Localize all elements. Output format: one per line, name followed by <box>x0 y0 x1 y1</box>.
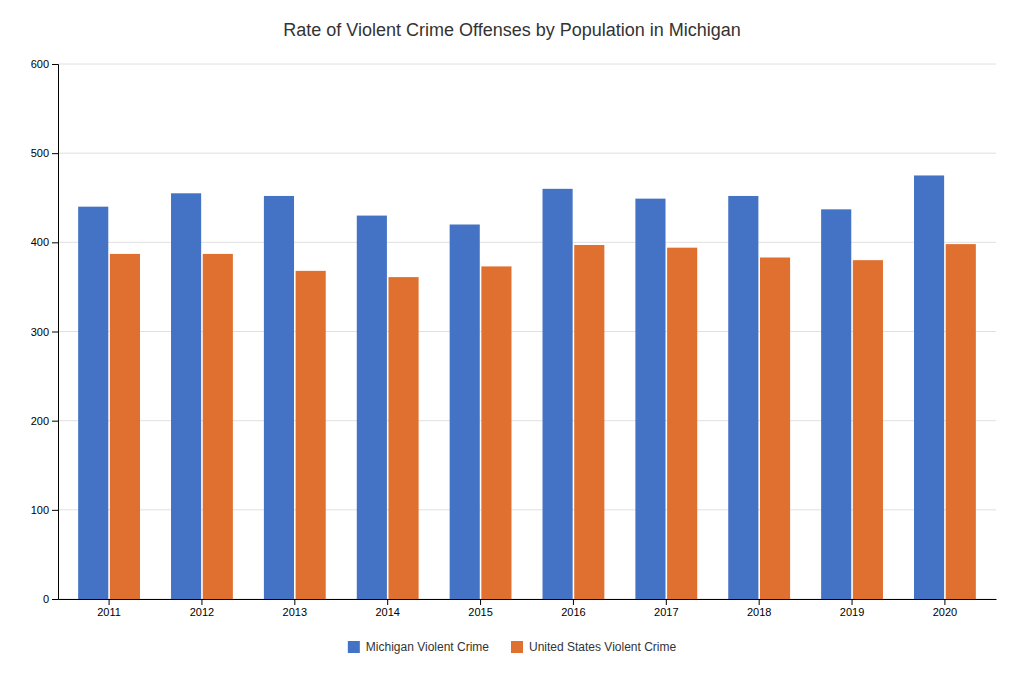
bar-series <box>110 244 976 599</box>
axis-domain <box>59 599 997 600</box>
bar <box>264 196 294 599</box>
tick-mark <box>52 421 58 422</box>
tick-label: 2011 <box>97 606 121 618</box>
x-tick: 2019 <box>840 599 864 618</box>
tick-mark <box>573 599 574 605</box>
tick-mark <box>52 153 58 154</box>
y-axis: 0 100 200 300 400 500 600 <box>31 58 59 605</box>
legend-item: Michigan Violent Crime <box>348 640 489 654</box>
y-tick: 500 <box>31 147 58 159</box>
bar <box>296 271 326 599</box>
bar <box>450 225 480 600</box>
x-tick: 2011 <box>97 599 121 618</box>
tick-mark <box>387 599 388 605</box>
bar <box>760 257 790 599</box>
x-tick: 2012 <box>190 599 214 618</box>
y-tick: 300 <box>31 326 58 338</box>
tick-label: 2019 <box>840 606 864 618</box>
title: Rate of Violent Crime Offenses by Popula… <box>283 20 741 40</box>
tick-mark <box>759 599 760 605</box>
legend-label: United States Violent Crime <box>529 640 677 654</box>
tick-mark <box>201 599 202 605</box>
tick-label: 2014 <box>375 606 399 618</box>
bar <box>357 216 387 599</box>
tick-label: 400 <box>31 236 49 248</box>
legend-item: United States Violent Crime <box>511 640 677 654</box>
tick-label: 600 <box>31 58 49 70</box>
bar <box>171 193 201 599</box>
plot: 0100200300400500600201120122013201420152… <box>31 58 997 618</box>
legend: Michigan Violent Crime United States Viol… <box>348 640 677 654</box>
tick-mark <box>52 332 58 333</box>
tick-mark <box>109 599 110 605</box>
tick-mark <box>52 599 58 600</box>
bar <box>78 207 108 599</box>
tick-label: 2020 <box>933 606 957 618</box>
tick-label: 2013 <box>283 606 307 618</box>
grid-line <box>58 153 996 154</box>
grid-line <box>58 64 996 65</box>
bar <box>110 254 140 599</box>
tick-label: 200 <box>31 415 49 427</box>
tick-mark <box>852 599 853 605</box>
bar <box>914 175 944 599</box>
bar <box>946 244 976 599</box>
bar-series <box>78 175 944 599</box>
y-tick: 400 <box>31 236 58 248</box>
grid <box>58 64 996 599</box>
x-tick: 2020 <box>933 599 957 618</box>
tick-label: 2017 <box>654 606 678 618</box>
bar <box>821 209 851 599</box>
tick-mark <box>52 510 58 511</box>
chart: Rate of Violent Crime Offenses by Popula… <box>0 0 1024 683</box>
x-tick: 2018 <box>747 599 771 618</box>
bar <box>543 189 573 599</box>
bar <box>388 277 418 599</box>
y-tick: 600 <box>31 58 58 70</box>
x-tick: 2014 <box>375 599 399 618</box>
tick-label: 2015 <box>468 606 492 618</box>
tick-label: 500 <box>31 147 49 159</box>
tick-label: 100 <box>31 504 49 516</box>
x-tick: 2017 <box>654 599 678 618</box>
tick-label: 0 <box>43 593 49 605</box>
x-tick: 2015 <box>468 599 492 618</box>
bars <box>78 175 976 599</box>
tick-mark <box>666 599 667 605</box>
tick-label: 2012 <box>190 606 214 618</box>
x-axis: 2011 2012 2013 2014 2015 2016 2017 2018 2019 2020 <box>59 599 997 618</box>
legend-swatch <box>511 641 523 653</box>
tick-mark <box>480 599 481 605</box>
y-tick: 100 <box>31 504 58 516</box>
x-tick: 2013 <box>283 599 307 618</box>
y-tick: 200 <box>31 415 58 427</box>
tick-mark <box>52 242 58 243</box>
bar <box>203 254 233 599</box>
bar <box>635 199 665 599</box>
x-tick: 2016 <box>561 599 585 618</box>
bar <box>574 245 604 599</box>
tick-mark <box>294 599 295 605</box>
tick-mark <box>944 599 945 605</box>
tick-label: 300 <box>31 326 49 338</box>
y-tick: 0 <box>43 593 58 605</box>
bar <box>667 248 697 599</box>
tick-label: 2018 <box>747 606 771 618</box>
bar <box>481 266 511 599</box>
legend-swatch <box>348 641 360 653</box>
bar <box>728 196 758 599</box>
tick-label: 2016 <box>561 606 585 618</box>
legend-label: Michigan Violent Crime <box>366 640 489 654</box>
bar <box>853 260 883 599</box>
axis-domain <box>52 65 59 600</box>
tick-mark <box>52 64 58 65</box>
